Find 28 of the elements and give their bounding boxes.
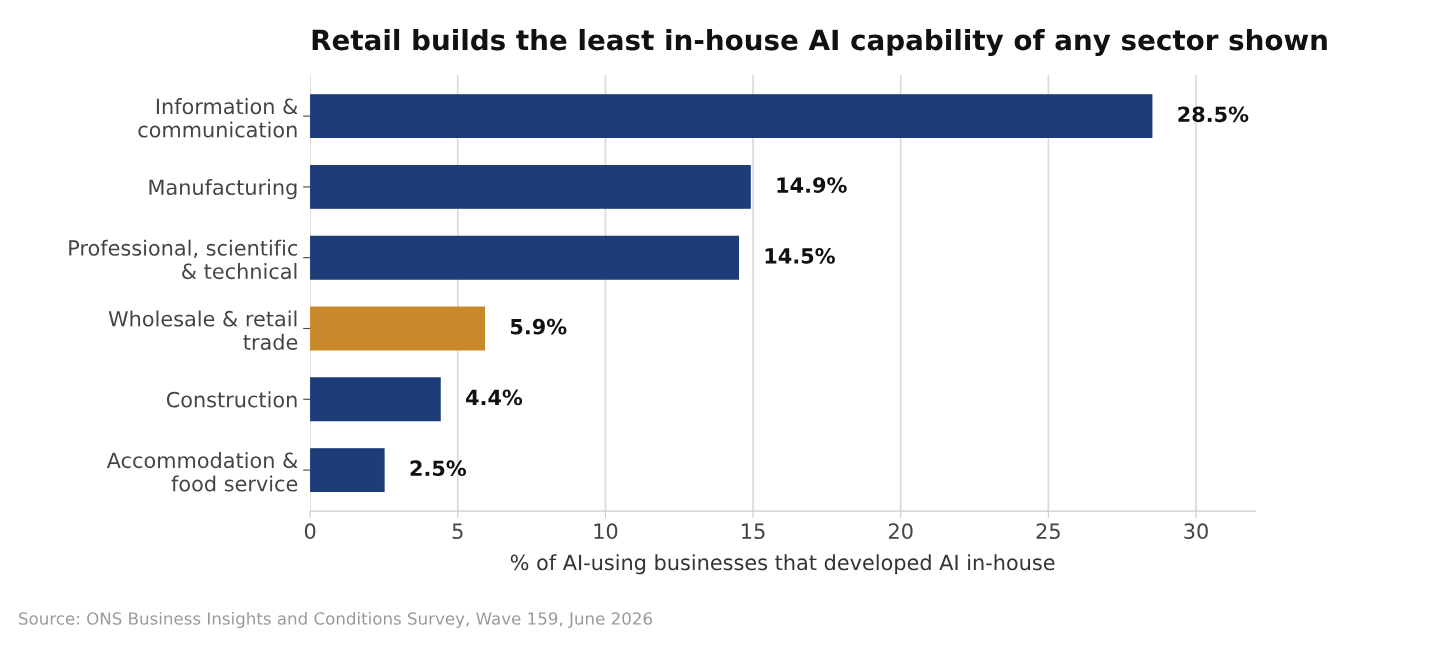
x-tick-label: 15	[742, 523, 765, 540]
x-tick-label: 5	[452, 523, 463, 540]
y-tick-label: Wholesale & retail trade	[108, 310, 298, 350]
data-label: 14.9%	[777, 177, 847, 193]
data-label: 4.4%	[466, 389, 523, 406]
x-tick-label: 30	[1184, 523, 1208, 540]
x-tick-label: 25	[1036, 523, 1060, 540]
bar	[310, 448, 385, 493]
x-tick-label: 20	[888, 523, 913, 540]
data-label: 14.5%	[765, 247, 835, 264]
bar	[310, 94, 1153, 139]
data-label: 2.5%	[410, 460, 467, 477]
bar	[310, 164, 751, 209]
bar	[310, 235, 740, 280]
y-tick-label: Manufacturing	[149, 178, 297, 200]
chart-title: Retail builds the least in-house AI capability of any sector shown	[312, 28, 1327, 57]
x-tick-label: 10	[594, 523, 618, 540]
data-label: 5.9%	[510, 318, 567, 335]
source-note: Source: ONS Business Insights and Conditions Survey, Wave 159, June 2026	[19, 611, 652, 629]
data-label: 28.5%	[1178, 106, 1249, 123]
x-tick-label: 0	[304, 523, 316, 540]
x-axis-title: % of AI-using businesses that developed AI in-house	[510, 554, 1055, 575]
y-tick-label: Professional, scientific & technical	[69, 239, 298, 280]
bar	[310, 377, 441, 422]
bar	[310, 306, 486, 351]
y-tick-label: Information & communication	[138, 98, 298, 138]
y-tick-label: Accommodation & food service	[106, 452, 298, 492]
y-tick-label: Construction	[166, 391, 297, 408]
